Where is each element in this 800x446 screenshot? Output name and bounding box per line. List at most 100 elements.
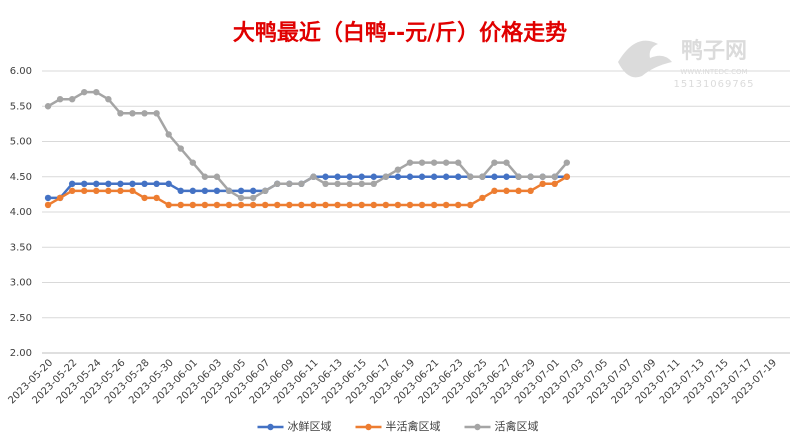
y-tick-label: 5.50 (10, 101, 32, 112)
point (334, 201, 341, 209)
point (68, 180, 76, 187)
point (213, 201, 221, 209)
point (442, 201, 450, 209)
point (213, 173, 221, 180)
point (105, 187, 112, 195)
point (394, 166, 402, 173)
y-tick-label: 4.50 (10, 172, 32, 183)
point (153, 194, 160, 202)
point (68, 96, 76, 103)
point (430, 159, 438, 166)
point (479, 173, 486, 180)
point (286, 201, 293, 209)
point (68, 187, 76, 195)
point (189, 159, 197, 166)
point (346, 180, 353, 187)
point (81, 187, 88, 195)
point (467, 201, 474, 209)
point (129, 180, 136, 187)
point (551, 173, 558, 180)
point (563, 159, 571, 166)
point (467, 173, 474, 180)
point (237, 201, 245, 209)
point (298, 180, 305, 187)
point (249, 187, 257, 195)
point (370, 173, 377, 180)
point (491, 173, 498, 180)
point (117, 110, 124, 117)
point (141, 194, 148, 202)
point (225, 187, 233, 195)
point (406, 173, 414, 180)
point (201, 173, 209, 180)
point (213, 187, 221, 195)
point (129, 187, 136, 195)
point (479, 194, 486, 202)
legend-label: 活禽区域 (495, 419, 539, 433)
point (382, 173, 390, 180)
point (189, 201, 197, 209)
point (527, 173, 534, 180)
point (346, 201, 353, 209)
point (358, 180, 365, 187)
point (165, 201, 172, 209)
point (382, 201, 390, 209)
point (237, 194, 245, 202)
point (430, 173, 438, 180)
point (201, 201, 209, 209)
point (261, 201, 269, 209)
watermark-url: WWW.INTEDC.COM (680, 68, 747, 76)
point (93, 88, 100, 96)
point (563, 173, 571, 180)
point (56, 96, 64, 103)
point (491, 187, 498, 195)
y-tick-label: 3.00 (10, 278, 32, 289)
point (117, 187, 124, 195)
point (261, 187, 269, 195)
point (370, 180, 377, 187)
point (274, 201, 281, 209)
legend-marker (474, 423, 481, 431)
point (310, 201, 317, 209)
point (322, 201, 329, 209)
point (177, 145, 184, 152)
point (201, 187, 209, 195)
point (105, 180, 112, 187)
legend-label: 冰鲜区域 (288, 419, 332, 433)
point (322, 173, 329, 180)
point (394, 201, 402, 209)
point (527, 187, 534, 195)
point (334, 180, 341, 187)
point (93, 187, 100, 195)
point (225, 201, 233, 209)
point (298, 201, 305, 209)
point (491, 159, 498, 166)
point (539, 180, 546, 187)
legend-marker (267, 423, 274, 431)
point (165, 180, 172, 187)
point (141, 180, 148, 187)
point (117, 180, 124, 187)
point (153, 180, 160, 187)
point (503, 159, 510, 166)
point (105, 96, 112, 103)
point (394, 173, 402, 180)
point (455, 159, 462, 166)
point (177, 201, 184, 209)
point (346, 173, 353, 180)
point (418, 201, 426, 209)
point (370, 201, 377, 209)
point (503, 173, 510, 180)
watermark: 鸭子网 WWW.INTEDC.COM 15131069765 (618, 38, 754, 90)
point (418, 173, 426, 180)
point (310, 173, 317, 180)
point (358, 201, 365, 209)
y-tick-label: 5.00 (10, 137, 32, 148)
point (93, 180, 100, 187)
point (406, 159, 414, 166)
point (286, 180, 293, 187)
point (334, 173, 341, 180)
watermark-logo (618, 40, 672, 78)
